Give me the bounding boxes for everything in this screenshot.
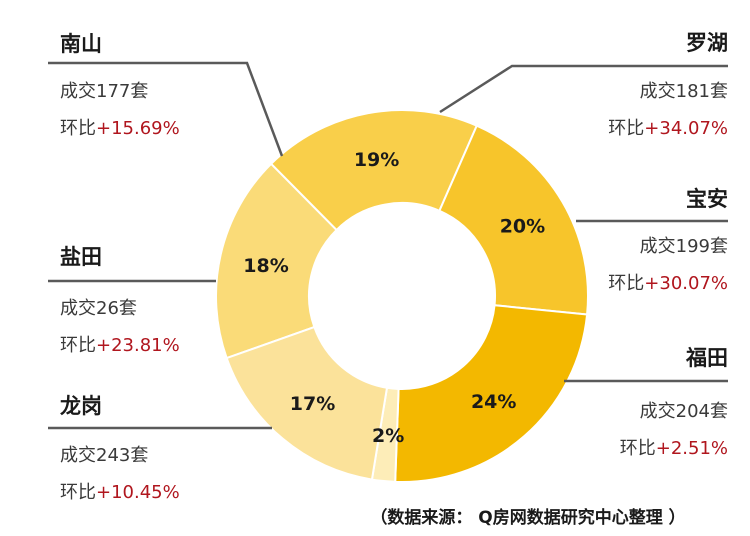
donut-slice [225, 325, 389, 481]
slice-percent-label: 20% [500, 216, 545, 238]
donut-slice [215, 162, 338, 360]
donut-slices [215, 109, 589, 483]
deal-count: 成交199套 [640, 236, 728, 257]
district-name: 福田 [685, 346, 728, 370]
slice-percent-label: 19% [354, 149, 399, 171]
mom-change: 环比+34.07% [608, 118, 728, 139]
deal-count: 成交26套 [60, 298, 137, 319]
mom-change: 环比+2.51% [620, 438, 728, 459]
slice-percent-label: 2% [372, 425, 404, 447]
slice-percent-label: 24% [471, 391, 516, 413]
deal-count: 成交243套 [60, 445, 148, 466]
deal-count: 成交181套 [640, 81, 728, 102]
mom-change: 环比+10.45% [60, 482, 180, 503]
callout-line [48, 61, 284, 157]
mom-change: 环比+30.07% [608, 273, 728, 294]
district-name: 宝安 [686, 187, 728, 211]
district-name: 龙岗 [60, 394, 102, 418]
donut-slice [438, 124, 589, 316]
percent-labels: 18% 19% 20% 24% 2% 17% [243, 149, 545, 447]
district-name: 南山 [60, 32, 102, 56]
slice-percent-label: 17% [290, 393, 335, 415]
mom-change: 环比+23.81% [60, 335, 180, 356]
source-note: （数据来源： Q房网数据研究中心整理 ） [370, 507, 685, 528]
deal-count: 成交204套 [640, 401, 728, 422]
slice-percent-label: 18% [243, 255, 288, 277]
deal-count: 成交177套 [60, 81, 148, 102]
callout-line [439, 64, 728, 114]
mom-change: 环比+15.69% [60, 118, 180, 139]
callout-lines [48, 61, 728, 430]
donut-slice [394, 304, 589, 483]
district-name: 盐田 [60, 245, 102, 269]
donut-slice [269, 109, 479, 232]
district-name: 罗湖 [686, 31, 728, 55]
